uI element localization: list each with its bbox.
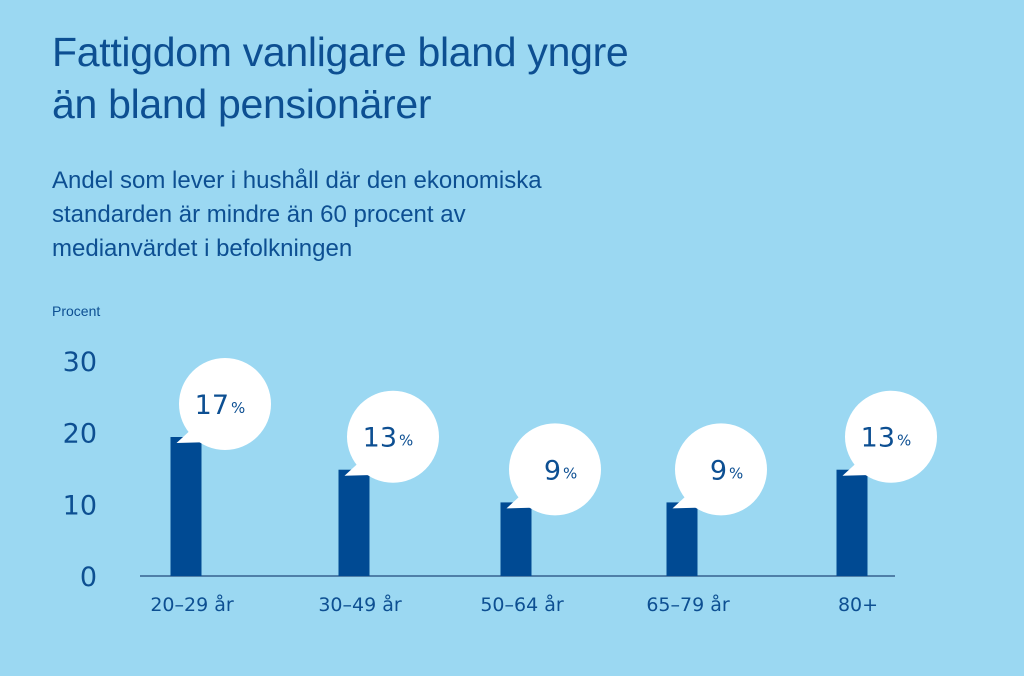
y-axis-label: Procent xyxy=(52,303,101,319)
y-tick-label: 10 xyxy=(63,490,97,521)
data-label-percent: % xyxy=(897,432,911,450)
value-bubble xyxy=(509,423,601,516)
x-tick-label: 30–49 år xyxy=(318,593,402,616)
chart-title-line-1: Fattigdom vanligare bland yngre xyxy=(52,29,629,75)
y-tick-label: 20 xyxy=(63,419,97,450)
y-tick-label: 0 xyxy=(80,562,97,593)
bar xyxy=(500,502,532,576)
chart-subtitle-line-3: medianvärdet i befolkningen xyxy=(52,235,353,262)
chart-subtitle-line-2: standarden är mindre än 60 procent av xyxy=(52,201,466,228)
x-tick-label: 65–79 år xyxy=(646,593,730,616)
bar xyxy=(666,502,698,576)
data-label-percent: % xyxy=(563,464,577,482)
data-label-value: 13 xyxy=(861,423,895,454)
x-tick-label: 50–64 år xyxy=(480,593,564,616)
value-bubble xyxy=(675,423,767,516)
data-label-value: 17 xyxy=(195,390,229,421)
x-tick-label: 20–29 år xyxy=(150,593,234,616)
bar xyxy=(836,469,868,576)
bar xyxy=(338,469,370,576)
chart-subtitle-line-1: Andel som lever i hushåll där den ekonom… xyxy=(52,167,542,194)
value-bubble xyxy=(845,390,937,483)
y-tick-label: 30 xyxy=(63,347,97,378)
data-label-percent: % xyxy=(399,432,413,450)
data-label-value: 9 xyxy=(544,455,561,486)
value-bubble xyxy=(347,390,439,483)
chart-title: Fattigdom vanligare bland yngre än bland… xyxy=(52,26,629,130)
data-label-percent: % xyxy=(231,399,245,417)
value-bubble xyxy=(179,358,271,450)
bar xyxy=(170,437,202,576)
data-label-value: 9 xyxy=(710,455,727,486)
chart-title-line-2: än bland pensionärer xyxy=(52,81,432,127)
chart-subtitle: Andel som lever i hushåll där den ekonom… xyxy=(52,164,542,266)
data-label-percent: % xyxy=(729,464,743,482)
data-label-value: 13 xyxy=(363,423,397,454)
x-tick-label: 80+ xyxy=(838,594,878,616)
